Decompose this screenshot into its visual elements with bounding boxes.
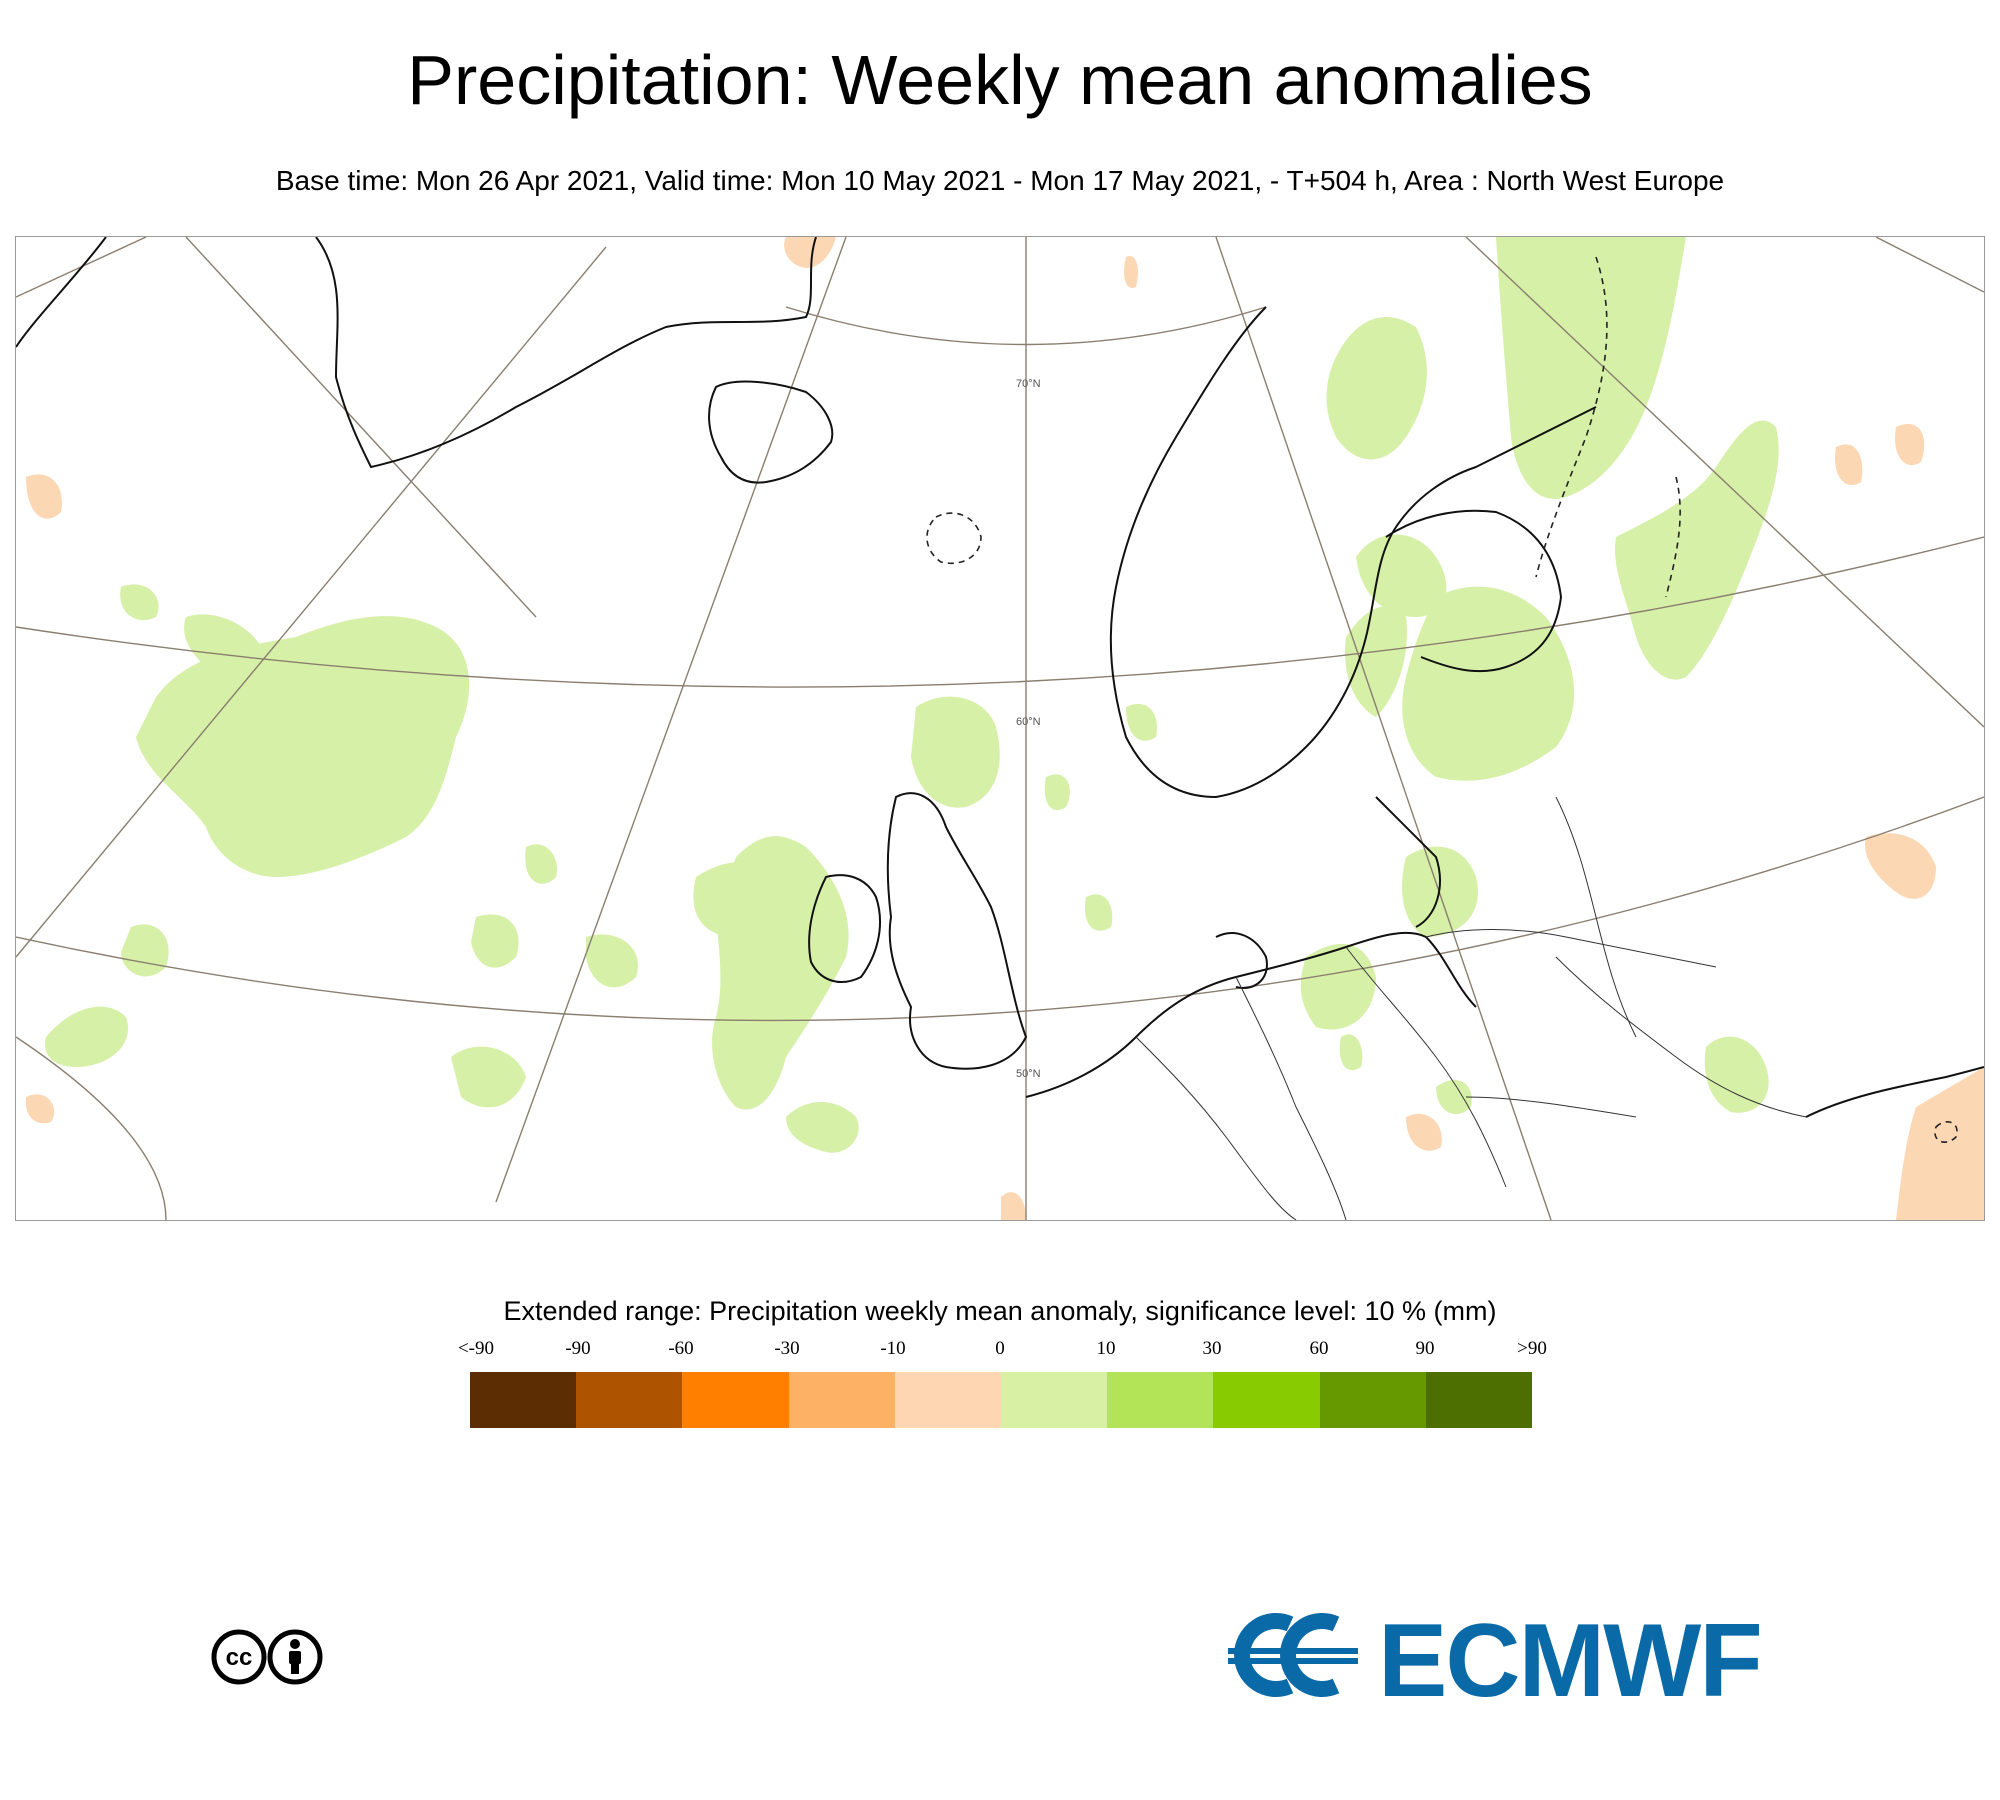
legend-label: -90 — [565, 1338, 591, 1359]
scandinavia-coast — [1109, 306, 1597, 799]
map-panel: 70°N 60°N 50°N — [15, 236, 1985, 1221]
chart-subtitle: Base time: Mon 26 Apr 2021, Valid time: … — [275, 165, 1725, 196]
legend-label: <-90 — [457, 1338, 495, 1359]
legend-swatch — [1213, 1372, 1320, 1428]
black-sea-coast — [1805, 1066, 1984, 1118]
significance-contours — [926, 256, 1958, 1143]
legend-label: -30 — [774, 1338, 800, 1359]
finland-coast — [1385, 509, 1563, 673]
latitude-labels: 70°N 60°N 50°N — [1016, 378, 1041, 1080]
mainland-coast — [1025, 931, 1477, 1098]
ireland-coast — [808, 874, 882, 983]
legend-label: 30 — [1202, 1338, 1222, 1359]
coastlines — [16, 237, 1984, 1118]
borders — [1135, 796, 1807, 1220]
lat-label-50: 50°N — [1016, 1068, 1041, 1080]
cc-by-icon: cc — [210, 1628, 325, 1686]
lat-label-60: 60°N — [1016, 716, 1041, 728]
legend-swatch — [1319, 1372, 1426, 1428]
legend-label: 0 — [995, 1338, 1005, 1359]
negative-anomaly-areas — [25, 237, 1984, 1220]
iceland-coast — [708, 380, 834, 484]
legend-label: 60 — [1309, 1338, 1329, 1359]
legend-swatch — [1425, 1372, 1533, 1428]
positive-anomaly-areas — [45, 237, 1779, 1153]
legend-label: >90 — [1517, 1338, 1547, 1359]
legend-title: Extended range: Precipitation weekly mea… — [503, 1296, 1497, 1326]
lat-label-70: 70°N — [1016, 378, 1041, 390]
legend-colorbar — [470, 1372, 1533, 1428]
legend-label: 10 — [1096, 1338, 1116, 1359]
logo-text: ECMWF — [1378, 1606, 1761, 1704]
legend-label: -60 — [668, 1338, 694, 1359]
graticule — [16, 237, 1984, 1220]
svg-text:cc: cc — [226, 1644, 253, 1671]
legend-swatch — [576, 1372, 683, 1428]
chart-title: Precipitation: Weekly mean anomalies — [407, 41, 1593, 119]
legend-labels: <-90 -90 -60 -30 -10 0 10 30 60 90 >90 — [0, 1338, 2000, 1364]
legend-swatch — [470, 1372, 577, 1428]
legend-label: -10 — [880, 1338, 906, 1359]
legend-swatch — [788, 1372, 895, 1428]
legend-swatch — [1001, 1372, 1108, 1428]
greenland-coast — [16, 237, 817, 469]
ecmwf-logo: ECMWF — [1228, 1603, 1788, 1719]
legend-swatch — [682, 1372, 789, 1428]
map-canvas: 70°N 60°N 50°N — [16, 237, 1984, 1220]
legend-swatch — [1107, 1372, 1214, 1428]
legend-label: 90 — [1415, 1338, 1435, 1359]
legend-swatch — [894, 1372, 1002, 1428]
baltic-coast — [1375, 796, 1441, 928]
britain-coast — [886, 792, 1028, 1070]
